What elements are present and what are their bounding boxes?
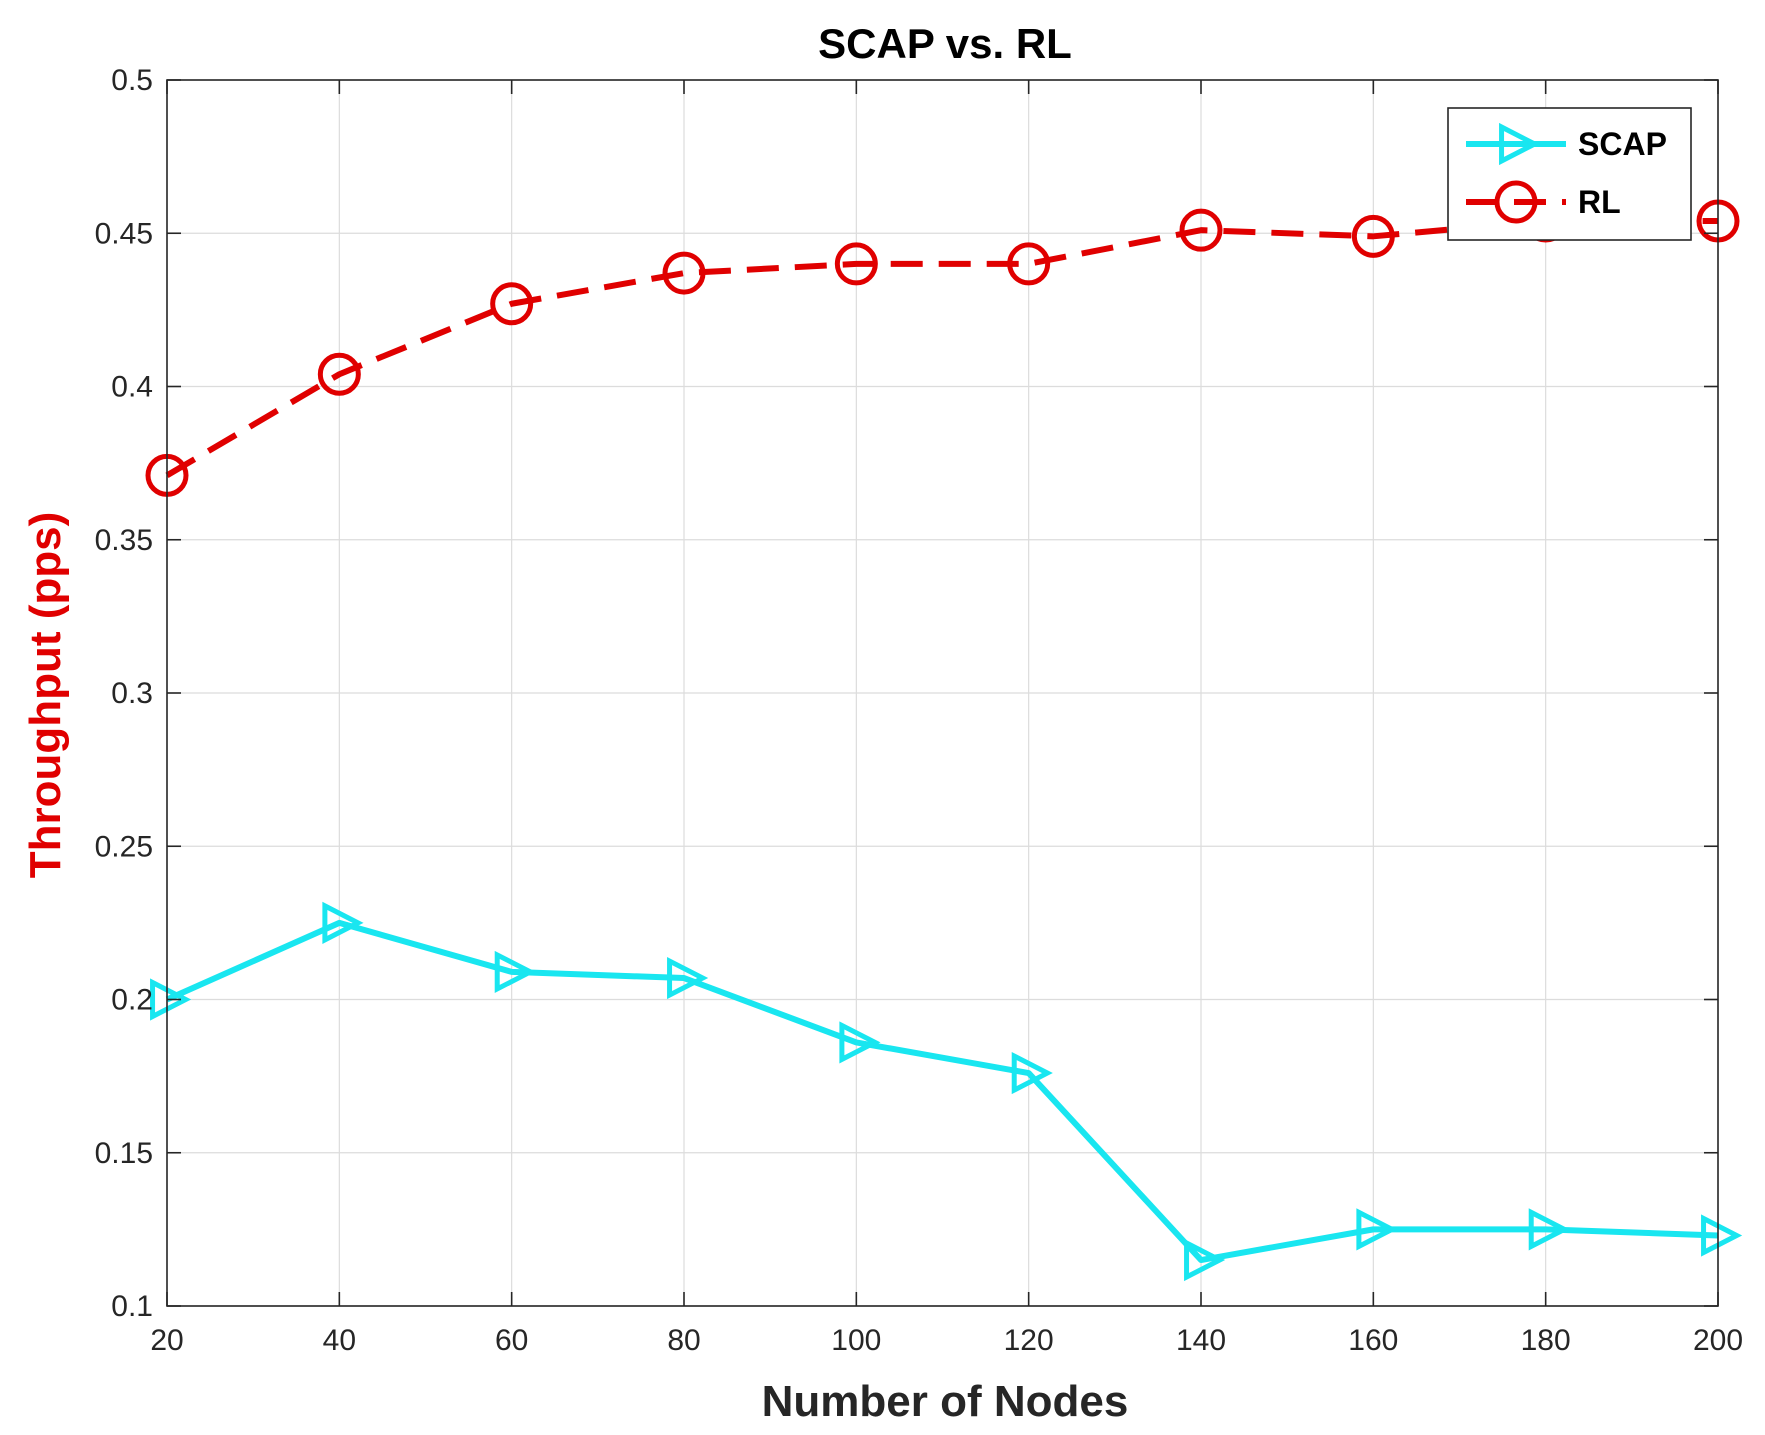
- legend-label-scap: SCAP: [1578, 126, 1667, 162]
- legend-label-rl: RL: [1578, 184, 1621, 220]
- series-line-scap: [165, 919, 1719, 1264]
- data-point-scap: [1528, 1208, 1570, 1251]
- series-layer: [145, 199, 1743, 1282]
- data-point-rl: [1351, 214, 1395, 258]
- data-point-scap: [1356, 1208, 1398, 1251]
- y-tick-label: 0.1: [111, 1290, 153, 1323]
- y-tick-label: 0.35: [95, 524, 153, 557]
- data-point-scap: [1701, 1214, 1743, 1257]
- x-tick-label: 100: [831, 1324, 881, 1357]
- legend-marker-scap: [1499, 122, 1541, 166]
- x-tick-label: 180: [1521, 1324, 1571, 1357]
- y-tick-label: 0.5: [111, 64, 153, 97]
- data-point-scap: [494, 950, 536, 994]
- data-point-scap: [839, 1021, 881, 1064]
- series-scap: [150, 901, 1743, 1282]
- data-point-rl: [1179, 208, 1223, 252]
- legend-marker-rl: [1494, 180, 1538, 224]
- data-point-scap: [1184, 1238, 1226, 1282]
- x-tick-label: 20: [150, 1324, 183, 1357]
- series-line-rl: [165, 217, 1718, 478]
- chart-title: SCAP vs. RL: [818, 20, 1072, 67]
- tick-layer: 20 40 60 80 100 120 140 160 180 200 0.1 0.15 0.2 0.25…: [95, 64, 1743, 1357]
- data-point-rl: [834, 242, 878, 286]
- data-point-rl: [1007, 242, 1051, 286]
- y-tick-label: 0.2: [111, 984, 153, 1017]
- x-tick-label: 160: [1348, 1324, 1398, 1357]
- x-tick-label: 120: [1004, 1324, 1054, 1357]
- y-tick-label: 0.15: [95, 1137, 153, 1170]
- x-tick-label: 40: [323, 1324, 356, 1357]
- legend: SCAP RL: [1447, 107, 1692, 241]
- x-tick-label: 140: [1176, 1324, 1226, 1357]
- data-point-rl: [317, 352, 361, 396]
- y-axis-label: Throughput (pps): [21, 512, 70, 879]
- data-point-rl: [662, 251, 706, 295]
- x-tick-label: 80: [667, 1324, 700, 1357]
- data-point-scap: [322, 901, 364, 944]
- x-tick-label: 60: [495, 1324, 528, 1357]
- data-point-scap: [667, 956, 709, 1000]
- y-tick-label: 0.25: [95, 830, 153, 863]
- x-tick-label: 200: [1693, 1324, 1743, 1357]
- x-axis-label: Number of Nodes: [762, 1377, 1129, 1426]
- data-point-scap: [150, 978, 192, 1021]
- series-rl: [145, 199, 1740, 497]
- data-point-rl: [490, 282, 534, 326]
- data-point-scap: [1011, 1051, 1053, 1095]
- y-tick-label: 0.3: [111, 677, 153, 710]
- y-tick-label: 0.45: [95, 217, 153, 250]
- y-tick-label: 0.4: [111, 371, 153, 404]
- legend-box: [1447, 107, 1692, 241]
